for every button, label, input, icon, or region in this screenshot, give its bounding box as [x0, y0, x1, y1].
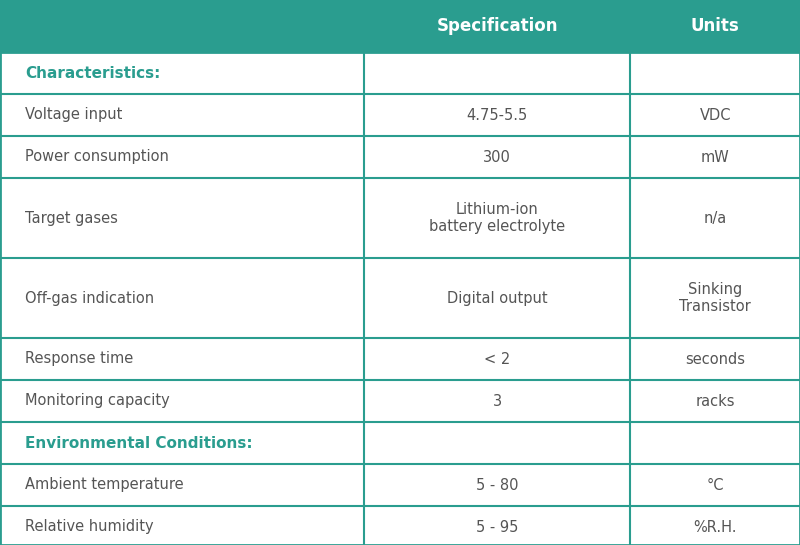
Text: Monitoring capacity: Monitoring capacity [26, 393, 170, 409]
Bar [0, 136, 800, 178]
Text: n/a: n/a [703, 210, 727, 226]
Bar [0, 94, 800, 136]
Bar [0, 338, 800, 380]
Text: Characteristics:: Characteristics: [26, 65, 161, 81]
Text: Target gases: Target gases [26, 210, 118, 226]
Text: Power consumption: Power consumption [26, 149, 170, 165]
Text: Environmental Conditions:: Environmental Conditions: [26, 435, 253, 451]
Bar [0, 506, 800, 545]
Text: 5 - 80: 5 - 80 [476, 477, 518, 493]
Text: %R.H.: %R.H. [694, 519, 737, 535]
Bar [0, 258, 800, 338]
Text: 5 - 95: 5 - 95 [476, 519, 518, 535]
Bar [0, 178, 800, 258]
Text: Specification: Specification [437, 17, 558, 35]
Text: VDC: VDC [699, 107, 731, 123]
Text: Lithium-ion
battery electrolyte: Lithium-ion battery electrolyte [429, 202, 566, 234]
Bar [0, 52, 800, 94]
Text: 3: 3 [493, 393, 502, 409]
Text: racks: racks [695, 393, 735, 409]
Text: Digital output: Digital output [447, 290, 547, 306]
Text: mW: mW [701, 149, 730, 165]
Text: Ambient temperature: Ambient temperature [26, 477, 184, 493]
Bar [0, 380, 800, 422]
Bar [0, 464, 800, 506]
Text: Relative humidity: Relative humidity [26, 519, 154, 535]
Bar [0, 422, 800, 464]
Bar [0, 0, 800, 52]
Text: 4.75-5.5: 4.75-5.5 [466, 107, 528, 123]
Text: Units: Units [691, 17, 739, 35]
Text: Voltage input: Voltage input [26, 107, 123, 123]
Text: Response time: Response time [26, 352, 134, 366]
Text: Sinking
Transistor: Sinking Transistor [679, 282, 751, 314]
Text: Off-gas indication: Off-gas indication [26, 290, 154, 306]
Text: °C: °C [706, 477, 724, 493]
Text: < 2: < 2 [484, 352, 510, 366]
Text: 300: 300 [483, 149, 511, 165]
Text: seconds: seconds [685, 352, 746, 366]
